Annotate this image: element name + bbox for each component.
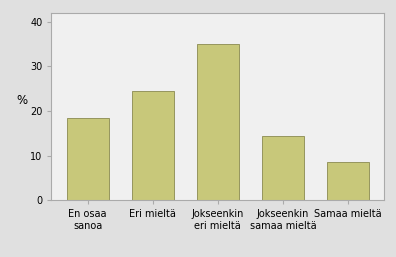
Y-axis label: %: % — [16, 94, 27, 107]
Bar — [327, 162, 369, 200]
Bar — [131, 91, 174, 200]
Bar — [67, 118, 109, 200]
Bar — [197, 44, 239, 200]
Bar — [262, 136, 304, 200]
